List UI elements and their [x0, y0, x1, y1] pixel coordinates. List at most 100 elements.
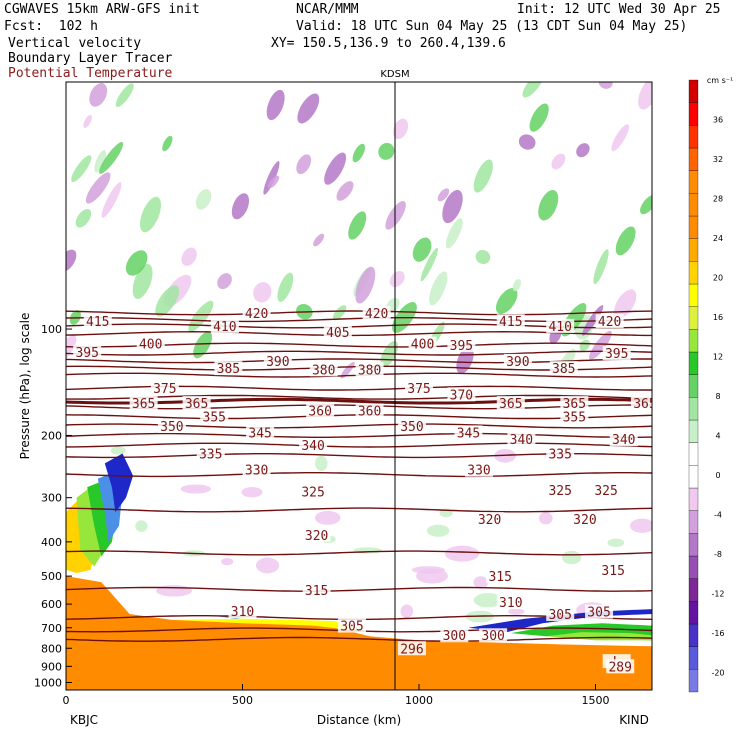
theta-label-bg	[263, 353, 292, 368]
vertical-velocity-cell	[538, 189, 559, 221]
colorbar-cell	[688, 238, 699, 262]
vertical-velocity-cell	[378, 142, 395, 160]
theta-label: 370	[450, 388, 473, 403]
colorbar-cell	[688, 442, 699, 466]
theta-label: 365	[132, 397, 155, 412]
colorbar-cell	[688, 147, 699, 171]
theta-label-bg	[302, 527, 331, 542]
vertical-velocity-cell	[589, 330, 612, 360]
theta-label: 340	[301, 439, 324, 454]
theta-label-bg	[440, 628, 469, 643]
vertical-velocity-cell	[155, 285, 180, 317]
vertical-velocity-cell	[221, 558, 234, 566]
theta-label: 365	[563, 397, 586, 412]
theta-label: 345	[248, 426, 271, 441]
theta-label-bg	[630, 396, 652, 411]
vertical-velocity-cell	[277, 272, 294, 302]
y-tick-label: 800	[41, 642, 62, 655]
vertical-velocity-cell	[156, 585, 192, 597]
vertical-velocity-cell	[115, 83, 134, 107]
theta-label-bg	[196, 446, 225, 461]
theta-label-bg	[609, 432, 638, 447]
theta-label-bg	[592, 482, 621, 497]
theta-label-bg	[546, 318, 575, 333]
center-label: NCAR/MMM	[296, 2, 359, 17]
colorbar-cell	[688, 102, 699, 126]
theta-label: 300	[481, 629, 504, 644]
theta-label: 305	[340, 620, 363, 635]
theta-label: 310	[231, 605, 254, 620]
theta-label-bg	[323, 325, 352, 340]
theta-label-bg	[397, 641, 426, 656]
theta-label: 325	[301, 485, 324, 500]
y-tick-label: 400	[41, 536, 62, 549]
theta-label-bg	[496, 314, 525, 329]
theta-label: 360	[308, 405, 331, 420]
vertical-velocity-cell	[615, 226, 636, 256]
colorbar-cell	[688, 306, 699, 330]
theta-label-bg	[560, 396, 589, 411]
isentrope-365	[66, 397, 652, 405]
theta-label: 330	[467, 464, 490, 479]
theta-label: 365	[499, 397, 522, 412]
potential-temperature-contours	[66, 310, 652, 642]
vertical-velocity-cell	[324, 152, 347, 185]
vertical-velocity-cell	[607, 538, 625, 547]
theta-label-bg	[83, 314, 112, 329]
theta-label: 365	[185, 397, 208, 412]
vertical-velocity-cell	[188, 300, 214, 332]
vertical-velocity-cell	[241, 487, 263, 498]
vertical-velocity-cell	[332, 305, 347, 321]
vertical-velocity-cell	[611, 124, 630, 152]
x-tick-label: 1500	[582, 694, 610, 707]
vertical-velocity-cell	[135, 520, 148, 532]
vertical-velocity-cell	[522, 82, 544, 98]
theta-label: 355	[563, 411, 586, 426]
x-end-station: KIND	[619, 713, 649, 727]
theta-label: 340	[510, 433, 533, 448]
vertical-velocity-cell	[518, 134, 536, 150]
isentrope-330	[66, 472, 652, 478]
vertical-velocity-cell	[475, 249, 491, 264]
vertical-velocity-cell	[340, 361, 355, 379]
isentrope-395	[66, 350, 652, 356]
colorbar-tick-label: -16	[711, 629, 724, 638]
theta-label-bg	[546, 607, 575, 622]
colorbar-cell	[688, 669, 699, 693]
isentrope-345	[66, 432, 652, 438]
theta-label: 335	[548, 448, 571, 463]
vertical-velocity-cell	[296, 154, 312, 175]
colorbar-cell	[688, 125, 699, 149]
theta-label-bg	[242, 305, 271, 320]
theta-label-bg	[302, 583, 331, 598]
vertical-velocity-cell	[614, 289, 637, 319]
isentrope-325	[66, 507, 652, 513]
vertical-velocity-cell	[411, 566, 446, 574]
theta-label-bg	[496, 396, 525, 411]
vertical-velocity-cell	[83, 114, 93, 128]
theta-label: 300	[443, 629, 466, 644]
y-tick-label: 100	[41, 323, 62, 336]
theta-label-bg	[210, 318, 239, 333]
forecast-hour: Fcst: 102 h	[4, 19, 98, 34]
theta-label: 380	[312, 363, 335, 378]
theta-label: 320	[305, 529, 328, 544]
colorbar-tick-label: 0	[715, 471, 720, 480]
vertical-velocity-cell	[336, 181, 354, 201]
theta-label: 420	[245, 307, 268, 322]
theta-label: 325	[548, 484, 571, 499]
theta-label-bg	[150, 381, 179, 396]
vertical-velocity-cell	[512, 279, 522, 292]
vertical-velocity-cell	[255, 557, 280, 574]
theta-label: 400	[139, 338, 162, 353]
theta-label-bg	[549, 361, 578, 376]
theta-label-bg	[486, 569, 515, 584]
vertical-velocity-cell	[253, 282, 272, 303]
theta-label-bg	[606, 659, 635, 674]
theta-label: 325	[594, 484, 617, 499]
isentrope-420	[66, 310, 652, 316]
isentrope-320	[66, 550, 652, 556]
colorbar-cell	[688, 193, 699, 217]
theta-label: 415	[499, 315, 522, 330]
theta-label: 375	[153, 382, 176, 397]
